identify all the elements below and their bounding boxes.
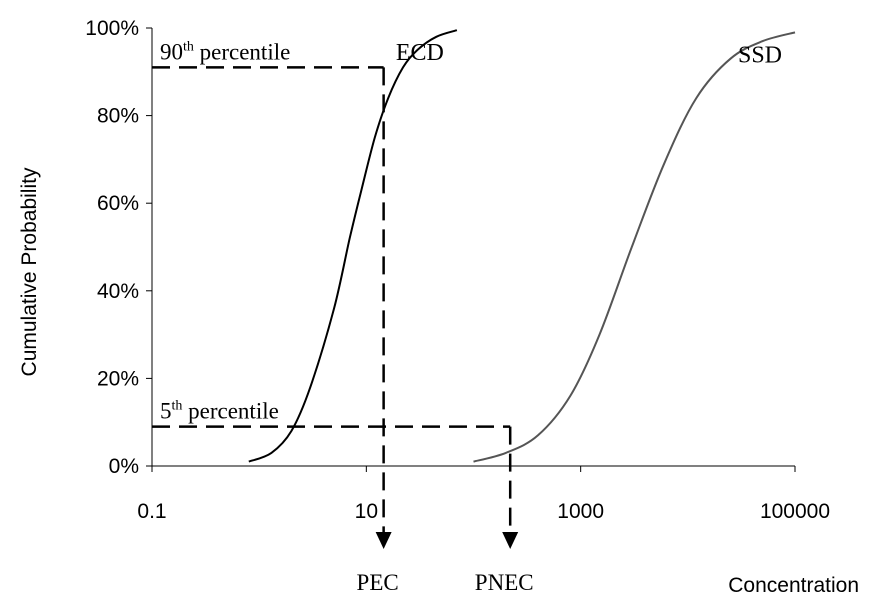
series-line-ssd xyxy=(473,31,796,463)
y-tick-label: 60% xyxy=(97,192,139,215)
x-tick-label: 1000 xyxy=(557,500,604,523)
x-axis-label: Concentration xyxy=(728,574,859,597)
drop-arrow-pec xyxy=(375,532,392,549)
percentile-label-p90: 90th percentile xyxy=(160,39,290,64)
labels: Cumulative Probability Concentration xyxy=(18,167,859,597)
series-label-ecd: ECD xyxy=(396,40,444,66)
y-tick-label: 100% xyxy=(85,17,139,40)
y-tick-label: 0% xyxy=(109,455,139,478)
y-axis-label: Cumulative Probability xyxy=(18,167,41,376)
x-tick-label: 0.1 xyxy=(137,500,166,523)
y-tick-label: 20% xyxy=(97,367,139,390)
reference-lines: 90th percentile PEC 5th percentile PNEC xyxy=(152,39,534,595)
drop-arrow-pnec xyxy=(502,532,519,549)
y-tick-label: 40% xyxy=(97,280,139,303)
axes: 0% 20% 40% 60% 80% 100% 0.1 10 1000 100000 xyxy=(85,17,830,523)
arrow-label-pec: PEC xyxy=(357,570,399,595)
x-tick-label: 10 xyxy=(355,500,378,523)
series-layer: ECD SSD xyxy=(248,29,796,463)
x-tick-label: 100000 xyxy=(760,500,830,523)
arrow-label-pnec: PNEC xyxy=(475,570,534,595)
series-label-ssd: SSD xyxy=(738,42,782,68)
y-tick-label: 80% xyxy=(97,105,139,128)
percentile-label-p5: 5th percentile xyxy=(160,399,279,424)
series-line-ecd xyxy=(248,29,458,463)
